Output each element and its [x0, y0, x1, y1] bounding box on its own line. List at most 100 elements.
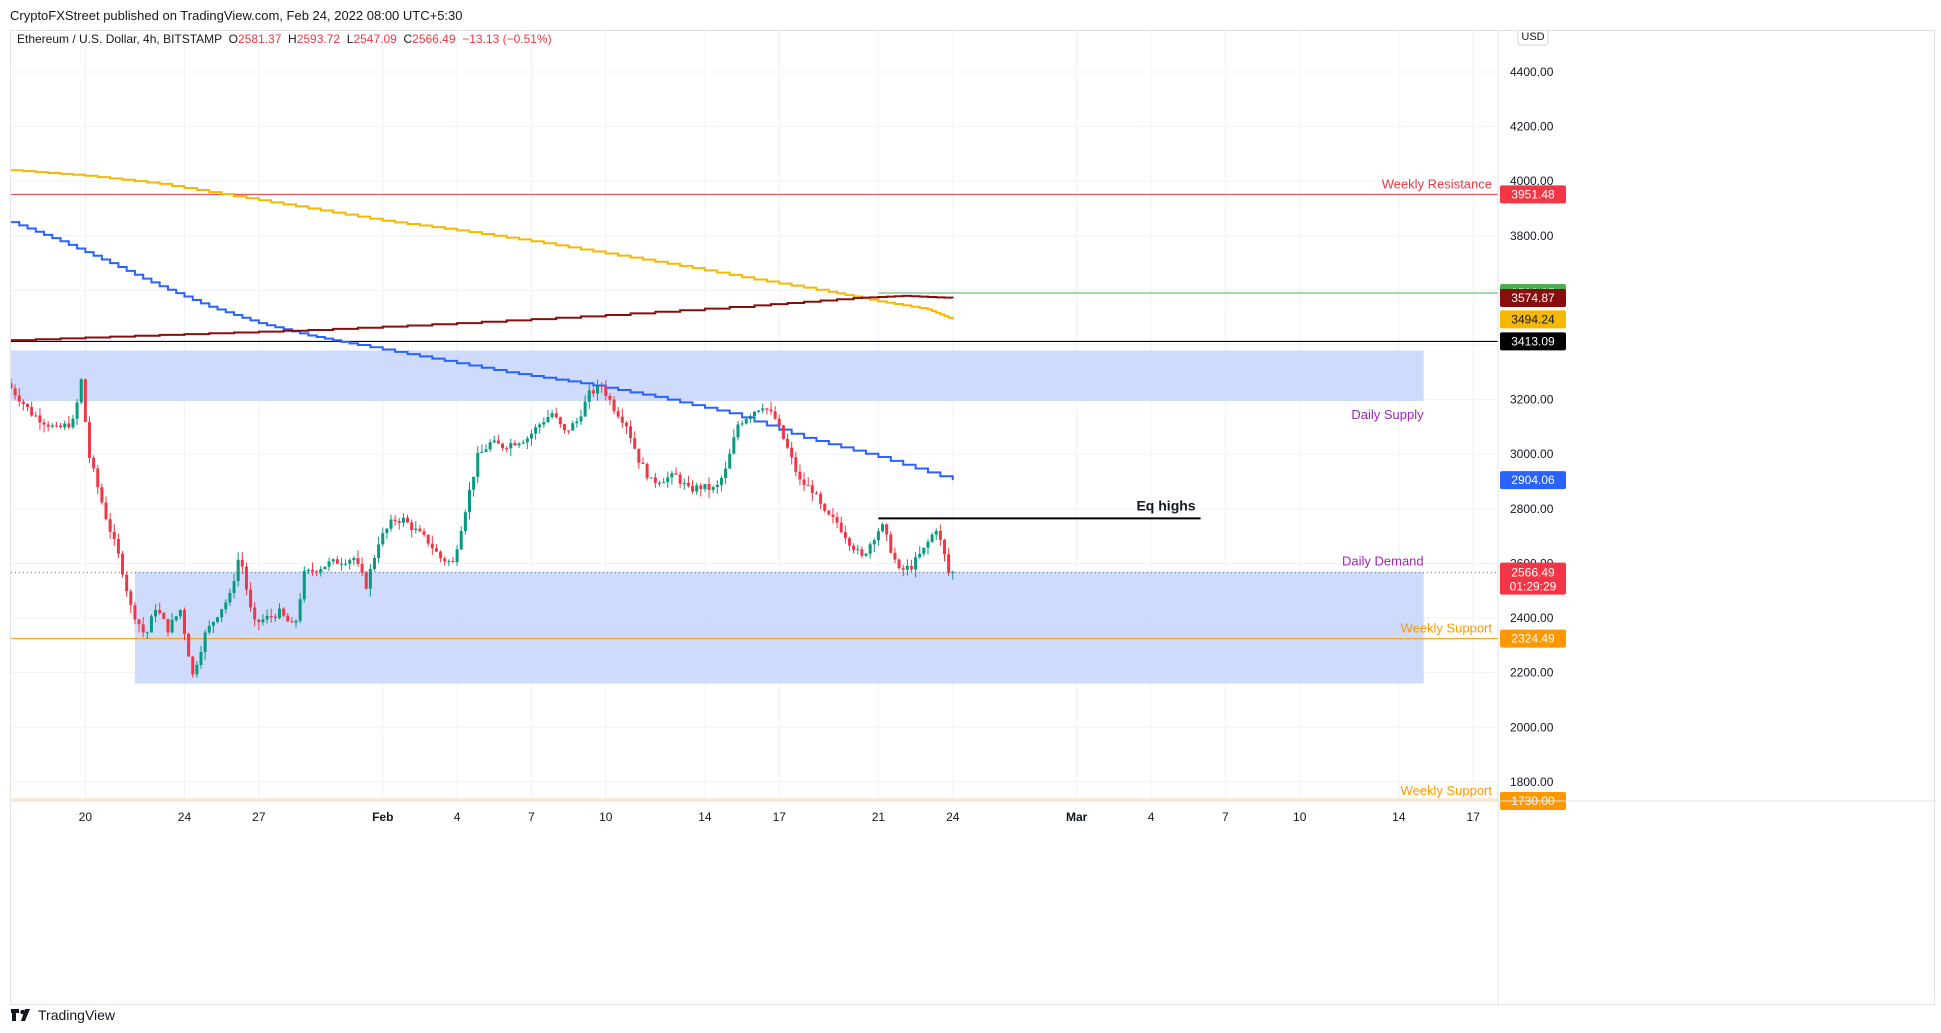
- candle: [728, 448, 732, 469]
- candle-body: [174, 616, 178, 620]
- x-tick-label: 10: [599, 810, 613, 824]
- candle: [216, 616, 220, 624]
- candle-body: [521, 442, 525, 444]
- x-tick-label: 7: [1222, 810, 1229, 824]
- chart-panel[interactable]: Daily Supply Daily Demand Weekly Resistanc…: [10, 30, 1936, 1006]
- candle: [282, 607, 286, 618]
- candle: [579, 409, 583, 425]
- candle-body: [922, 547, 926, 554]
- y-tick-label: 2200.00: [1510, 666, 1554, 680]
- candle-body: [848, 538, 852, 546]
- candle: [724, 461, 728, 485]
- candle: [220, 608, 224, 623]
- x-tick-label: 24: [178, 810, 192, 824]
- price-badge: [1500, 629, 1566, 648]
- candle: [401, 513, 405, 528]
- candle-body: [145, 632, 149, 634]
- candle: [249, 582, 253, 612]
- candle: [823, 502, 827, 513]
- candle-body: [608, 395, 612, 400]
- candle-body: [666, 477, 670, 483]
- candle-body: [860, 549, 864, 556]
- candle: [46, 421, 50, 432]
- candle-body: [835, 516, 839, 523]
- candle-body: [757, 410, 761, 412]
- candle-body: [434, 548, 438, 552]
- candle-body: [410, 522, 414, 530]
- candle-body: [467, 489, 471, 513]
- candle: [525, 436, 529, 450]
- candle: [344, 559, 348, 567]
- candle: [42, 418, 46, 433]
- moving-average-line: [11, 221, 954, 481]
- candle-body: [918, 553, 922, 558]
- candle: [637, 448, 641, 469]
- candle: [418, 524, 422, 533]
- moving-averages: [11, 169, 954, 481]
- candle: [145, 631, 149, 640]
- candle-body: [488, 442, 492, 450]
- candle-body: [426, 534, 430, 544]
- candle-body: [591, 390, 595, 394]
- candle-body: [154, 609, 158, 617]
- time-axis: 20 24 27 Feb 4 7 10 14 17 21 24 Mar 4 7 10 14 17: [11, 800, 1936, 824]
- candle: [75, 399, 79, 425]
- candle: [319, 565, 323, 577]
- candle: [476, 445, 480, 483]
- candle: [662, 478, 666, 484]
- candle-body: [104, 502, 108, 520]
- candle-body: [17, 395, 21, 402]
- candle-body: [42, 422, 46, 425]
- candle: [876, 527, 880, 546]
- y-tick-label: 1800.00: [1510, 775, 1554, 789]
- candle: [141, 617, 145, 638]
- currency-button[interactable]: [1517, 31, 1549, 46]
- candle-body: [393, 519, 397, 522]
- y-tick-label: 2000.00: [1510, 720, 1554, 734]
- candle: [182, 607, 186, 641]
- candle: [116, 533, 120, 559]
- candle: [938, 524, 942, 546]
- candle-body: [220, 609, 224, 618]
- currency-button-label[interactable]: USD: [1521, 31, 1544, 43]
- candle-body: [872, 540, 876, 545]
- x-tick-label: 10: [1293, 810, 1307, 824]
- candle: [389, 514, 393, 532]
- zone-label: Daily Supply: [1351, 407, 1424, 422]
- candle-body: [21, 401, 25, 404]
- candle-body: [50, 425, 54, 427]
- candle: [434, 543, 438, 553]
- candle-body: [839, 522, 843, 533]
- candle: [290, 617, 294, 623]
- candle-body: [914, 557, 918, 570]
- price-axis: 1800.002000.002200.002400.002600.002800.…: [1497, 31, 1566, 1006]
- candle-body: [496, 440, 500, 444]
- candle: [943, 538, 947, 562]
- candle: [79, 378, 83, 405]
- x-tick-label: 14: [698, 810, 712, 824]
- price-chart[interactable]: Daily Supply Daily Demand Weekly Resistanc…: [11, 31, 1936, 1006]
- candle-body: [401, 517, 405, 523]
- candle: [575, 417, 579, 428]
- candle: [463, 509, 467, 535]
- candle: [604, 380, 608, 401]
- candle: [587, 383, 591, 410]
- candle: [17, 388, 21, 407]
- candle: [905, 559, 909, 576]
- candle-body: [195, 664, 199, 675]
- candle: [244, 562, 248, 596]
- candle-body: [269, 616, 273, 618]
- candle-body: [575, 421, 579, 424]
- x-tick-label: 7: [528, 810, 535, 824]
- candle: [199, 645, 203, 669]
- candle: [368, 564, 372, 597]
- candle-body: [166, 618, 170, 633]
- candle: [558, 416, 562, 428]
- candle-body: [769, 409, 773, 412]
- candle: [166, 618, 170, 637]
- candle-body: [637, 448, 641, 463]
- candle: [232, 573, 236, 599]
- candle: [947, 547, 951, 577]
- candle: [50, 423, 54, 429]
- candle-body: [377, 544, 381, 558]
